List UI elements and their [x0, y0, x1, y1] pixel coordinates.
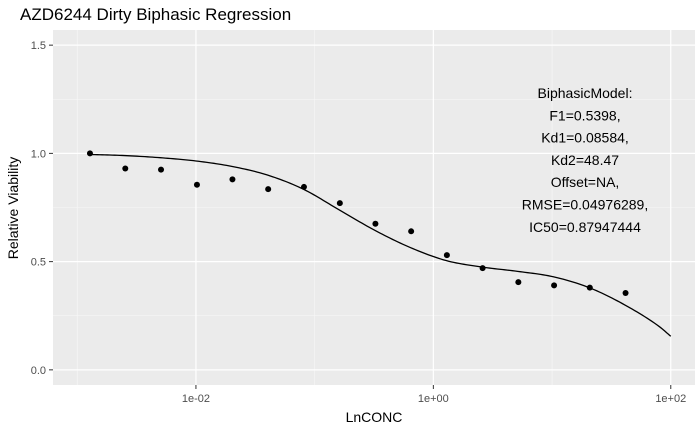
major-grid-x — [195, 30, 672, 385]
x-tick-label: 1e+02 — [655, 393, 686, 405]
minor-grid-y — [53, 98, 695, 317]
data-point — [479, 265, 486, 272]
model-annotation: BiphasicModel: F1=0.5398, Kd1=0.08584, Kd2=… — [522, 85, 648, 235]
annotation-line: F1=0.5398, — [549, 107, 620, 123]
fit-curve — [89, 153, 672, 337]
annotation-line: IC50=0.87947444 — [529, 219, 641, 235]
data-point — [158, 166, 165, 173]
data-point — [372, 220, 379, 227]
x-tick-label: 1e+00 — [418, 393, 449, 405]
data-point — [586, 284, 593, 291]
data-point — [408, 228, 415, 235]
data-point — [122, 165, 129, 172]
chart-title: AZD6244 Dirty Biphasic Regression — [20, 5, 291, 24]
data-point — [622, 290, 629, 297]
annotation-line: Kd2=48.47 — [551, 152, 619, 168]
data-point — [300, 183, 307, 190]
x-axis-title: LnCONC — [346, 409, 403, 425]
data-point — [515, 279, 522, 286]
data-point — [229, 176, 236, 183]
y-axis-ticks: 0.0 0.5 1.0 1.5 — [31, 40, 53, 377]
data-point — [265, 186, 272, 193]
major-grid-y — [53, 44, 695, 371]
annotation-line: BiphasicModel: — [538, 85, 633, 101]
data-point — [336, 200, 343, 207]
y-tick-label: 0.0 — [31, 365, 46, 377]
annotation-line: RMSE=0.04976289, — [522, 197, 648, 213]
data-point — [551, 282, 558, 289]
x-tick-label: 1e-02 — [182, 393, 210, 405]
data-point — [443, 252, 450, 259]
y-axis-title: Relative Viability — [5, 157, 21, 259]
x-axis-ticks: 1e-02 1e+00 1e+02 — [182, 385, 686, 405]
y-tick-label: 1.0 — [31, 148, 46, 160]
y-tick-label: 1.5 — [31, 40, 46, 52]
y-tick-label: 0.5 — [31, 257, 46, 269]
data-points — [86, 150, 629, 297]
annotation-line: Offset=NA, — [551, 174, 620, 190]
data-point — [193, 181, 200, 188]
annotation-line: Kd1=0.08584, — [541, 130, 629, 146]
data-point — [86, 150, 93, 157]
